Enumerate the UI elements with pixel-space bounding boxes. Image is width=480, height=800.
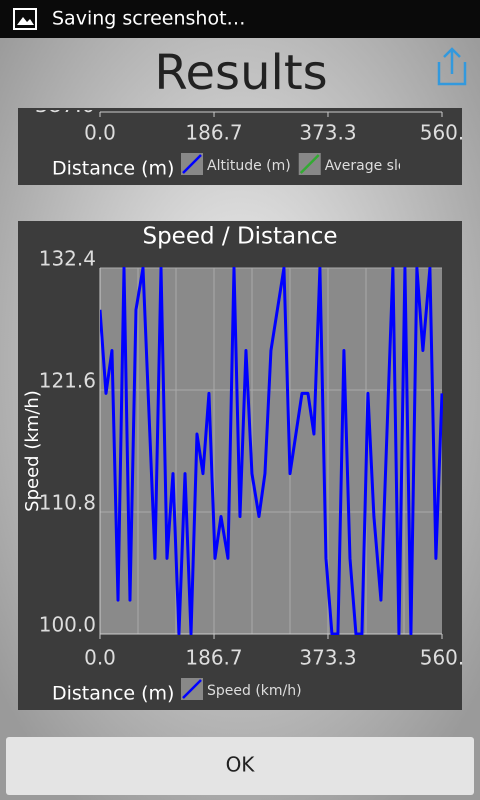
x-tick-label: 373.3 (299, 121, 356, 145)
share-button[interactable] (437, 47, 467, 86)
legend-label: Speed (km/h) (207, 683, 302, 699)
altitude-panel (18, 108, 462, 185)
header-title: Results (154, 45, 327, 101)
speed-line (100, 267, 443, 635)
legend-line (182, 154, 202, 174)
y-axis-label: Speed (km/h) (22, 390, 43, 512)
chart-title: Speed / Distance (142, 224, 337, 250)
legend-label: Average slope (325, 158, 424, 174)
y-tick-label: 100.0 (39, 613, 96, 637)
ok-button[interactable] (6, 737, 474, 795)
y-tick-label: 121.6 (39, 369, 96, 393)
status-icon (13, 8, 37, 30)
legend-line (182, 679, 202, 699)
y-tick-label: 110.8 (39, 491, 96, 515)
x-tick-label: 0.0 (84, 121, 116, 145)
x-axis-label: Distance (m) (52, 158, 174, 180)
x-tick-label: 186.7 (185, 646, 242, 670)
status-text: Saving screenshot… (52, 8, 246, 30)
ok-button-label: OK (226, 753, 256, 777)
x-tick-label: 0.0 (84, 646, 116, 670)
legend-label: Altitude (m) (207, 158, 291, 174)
x-axis-label: Distance (m) (52, 683, 174, 705)
y-tick-label: 387.0 (35, 93, 95, 117)
x-tick-label: 373.3 (299, 646, 356, 670)
x-tick-label: 560. (420, 121, 465, 145)
legend-line (299, 154, 320, 174)
x-tick-label: 186.7 (185, 121, 242, 145)
status-bar (0, 0, 480, 38)
y-tick-label: 132.4 (39, 247, 96, 271)
x-tick-label: 560. (420, 646, 465, 670)
